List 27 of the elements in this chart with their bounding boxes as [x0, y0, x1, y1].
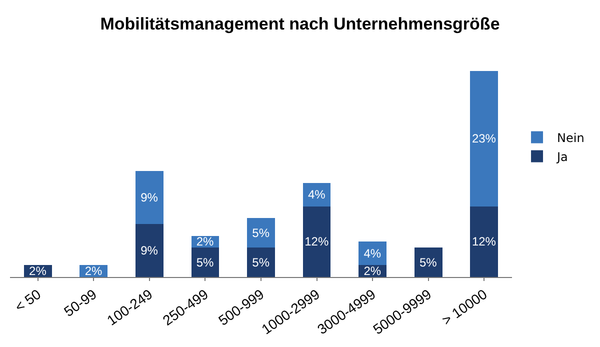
bar	[470, 206, 498, 277]
bar	[136, 170, 164, 224]
data-label: 5%	[252, 226, 270, 240]
x-tick-label: < 50	[12, 286, 44, 315]
data-label: 2%	[196, 234, 214, 249]
data-label: 12%	[472, 234, 496, 249]
bar	[414, 248, 442, 277]
data-label: 5%	[196, 255, 214, 270]
data-label: 4%	[364, 246, 382, 260]
data-label: 2%	[29, 264, 47, 278]
bar	[302, 206, 331, 277]
data-label: 5%	[252, 255, 270, 270]
bar	[247, 218, 275, 248]
data-label: 2%	[84, 264, 102, 278]
data-label: 4%	[308, 188, 326, 202]
data-label: 9%	[140, 243, 158, 258]
legend-label: Ja	[556, 150, 568, 164]
data-label: 23%	[472, 132, 496, 146]
bar	[470, 70, 498, 206]
data-label: 9%	[140, 190, 158, 204]
bar	[136, 224, 164, 277]
chart-title: Mobilitätsmanagement nach Unternehmensgröße	[100, 14, 500, 34]
data-label: 2%	[364, 264, 382, 278]
data-label: 5%	[420, 255, 438, 270]
bar	[247, 248, 275, 277]
legend-label: Nein	[557, 130, 584, 145]
data-label: 12%	[304, 234, 329, 249]
